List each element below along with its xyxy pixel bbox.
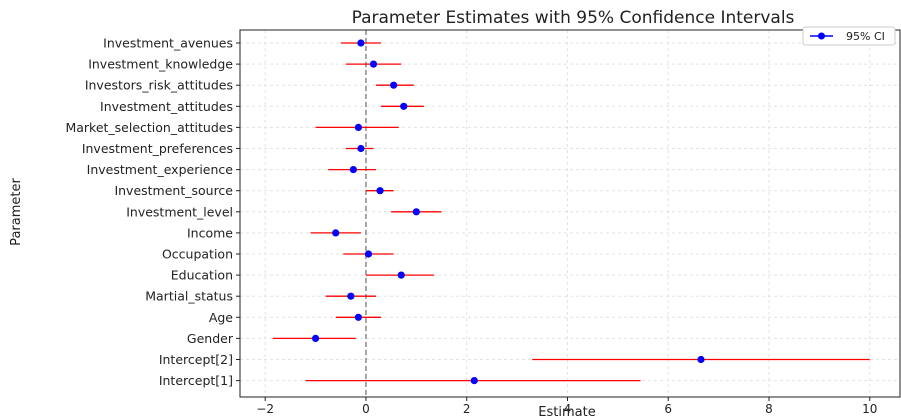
legend-box [802,26,896,46]
y-tick-label: Education [171,268,233,283]
estimate-point [311,334,320,342]
y-tick-label: Income [187,225,233,240]
y-axis-label: Parameter [9,178,24,246]
estimate-point [397,271,405,279]
x-tick-label: −2 [256,402,274,416]
estimate-point [357,144,365,153]
y-tick-label: Intercept[1] [159,373,233,388]
x-tick-label: 0 [362,402,370,416]
x-tick-label: 10 [862,402,877,416]
y-tick-label: Intercept[2] [159,352,233,367]
y-tick-label: Investment_avenues [103,36,233,51]
estimate-point [400,102,408,110]
estimate-point [364,250,373,258]
x-tick-label: 2 [463,402,471,416]
legend-point-swatch [818,32,825,40]
estimate-point [347,292,355,300]
y-tick-label: Investors_risk_attitudes [85,78,233,93]
estimate-point [357,39,365,47]
x-axis-label: Estimate [538,405,595,419]
estimate-point [470,377,478,385]
legend: 95% CI [802,26,896,46]
y-tick-label: Investment_attitudes [100,99,233,114]
y-tick-label: Gender [187,331,234,346]
y-tick-label: Occupation [162,247,233,262]
estimate-point [332,229,340,237]
x-tick-label: 8 [765,402,773,416]
x-tick-label: 4 [564,402,572,416]
x-tick-label: 6 [664,402,672,416]
chart-title: Parameter Estimates with 95% Confidence … [352,8,795,28]
estimate-point [376,187,384,195]
plot-frame [239,29,901,398]
y-tick-label: Investment_knowledge [88,57,233,72]
estimate-point [349,166,357,174]
point-layer [311,39,705,385]
y-tick-label: Investment_source [114,183,233,198]
estimate-point [412,208,420,216]
y-tick-label: Market_selection_attitudes [65,120,233,135]
y-tick-label: Investment_preferences [82,141,233,156]
estimate-point [354,123,362,131]
estimate-point [369,60,378,68]
y-tick-label: Age [209,310,233,325]
estimate-point [354,313,362,321]
y-tick-label: Investment_level [126,204,233,219]
estimate-point [390,81,398,89]
y-tick-label: Martial_status [145,289,233,304]
estimate-point [697,355,705,364]
y-tick-layer: Investment_avenues Investment_knowledge In… [65,36,240,388]
y-tick-label: Investment_experience [87,162,234,177]
legend-label: 95% CI [846,30,885,43]
x-tick-layer: −2 0 2 4 6 8 10 [256,397,877,416]
